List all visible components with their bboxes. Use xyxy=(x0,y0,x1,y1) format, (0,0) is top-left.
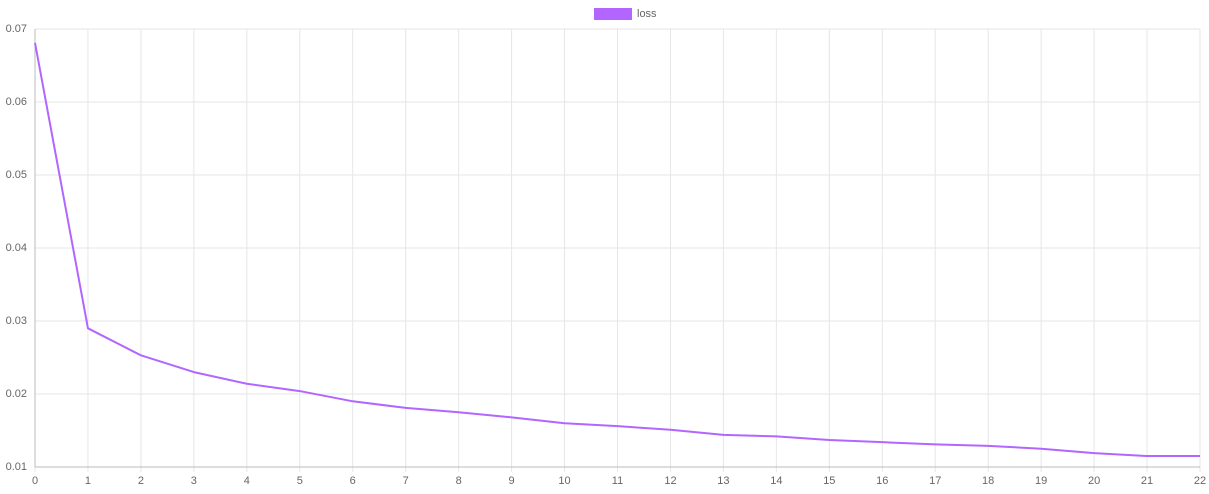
x-tick-label: 16 xyxy=(876,475,888,487)
x-tick-label: 10 xyxy=(558,475,570,487)
y-tick-label: 0.07 xyxy=(6,23,27,35)
x-tick-label: 5 xyxy=(297,475,303,487)
y-tick-label: 0.04 xyxy=(6,242,27,254)
x-tick-label: 18 xyxy=(982,475,994,487)
x-tick-label: 12 xyxy=(664,475,676,487)
x-tick-label: 13 xyxy=(717,475,729,487)
x-tick-label: 3 xyxy=(191,475,197,487)
y-tick-label: 0.05 xyxy=(6,169,27,181)
x-tick-label: 2 xyxy=(138,475,144,487)
x-tick-label: 6 xyxy=(350,475,356,487)
x-tick-label: 11 xyxy=(612,475,623,487)
x-tick-label: 0 xyxy=(32,475,38,487)
y-tick-label: 0.06 xyxy=(6,96,27,108)
y-tick-label: 0.02 xyxy=(6,388,27,400)
x-tick-label: 7 xyxy=(403,475,409,487)
x-tick-label: 9 xyxy=(509,475,515,487)
x-tick-label: 17 xyxy=(929,475,941,487)
x-tick-label: 22 xyxy=(1194,475,1206,487)
x-tick-label: 20 xyxy=(1088,475,1100,487)
legend-label: loss xyxy=(637,8,657,20)
x-tick-label: 4 xyxy=(244,475,250,487)
x-tick-label: 19 xyxy=(1035,475,1047,487)
x-tick-label: 8 xyxy=(456,475,462,487)
x-tick-label: 15 xyxy=(823,475,835,487)
x-tick-label: 21 xyxy=(1141,475,1153,487)
legend-swatch xyxy=(594,8,632,20)
series-line xyxy=(34,42,1200,458)
x-tick-label: 14 xyxy=(770,475,782,487)
y-tick-label: 0.03 xyxy=(6,315,27,327)
y-tick-label: 0.01 xyxy=(6,461,27,473)
x-tick-label: 1 xyxy=(85,475,91,487)
